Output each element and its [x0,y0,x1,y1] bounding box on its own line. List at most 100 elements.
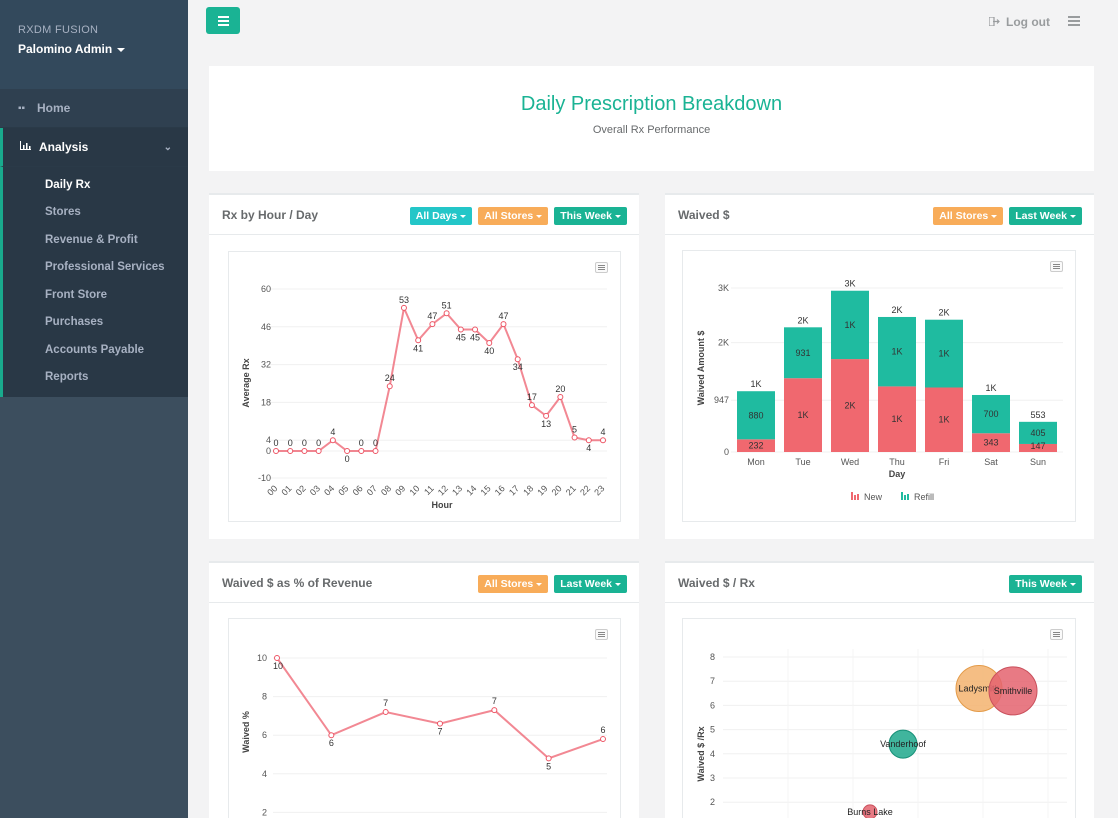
data-point [273,448,279,454]
widget-header: Waived $ as % of Revenue All Stores Last… [209,563,639,603]
sidebar-item-label: Home [37,101,71,115]
data-label: 7 [383,698,388,708]
caret-down-icon [460,214,467,218]
data-label: 4 [600,427,605,437]
bubble-label: Smithville [994,686,1033,696]
x-axis-title: Hour [432,500,453,510]
sidebar-item-revenue-profit[interactable]: Revenue & Profit [45,233,138,246]
total-label: 1K [750,379,761,389]
waived-pct-chart: 10 8 6 4 2 Waived % 10 6 7 7 7 5 6 [241,653,607,817]
data-point [287,448,294,454]
stores-filter[interactable]: All Stores [478,575,549,593]
chart-menu-button[interactable] [1050,261,1063,272]
stores-filter[interactable]: All Stores [478,207,549,225]
y-tick-label: 18 [261,397,271,407]
refill-value-label: 1K [938,349,949,359]
new-value-label: 1K [891,414,902,424]
chart-menu-button[interactable] [1050,629,1063,640]
data-label: 34 [513,362,523,372]
total-label: 553 [1030,410,1045,420]
x-tick-label: 12 [436,483,450,497]
stores-filter[interactable]: All Stores [933,207,1004,225]
chart-menu-button[interactable] [595,262,608,273]
period-filter[interactable]: Last Week [554,575,627,593]
total-label: 1K [985,383,996,393]
data-label: 4 [586,443,591,453]
data-label: 47 [498,311,508,321]
x-tick-label: Sun [1030,457,1046,467]
y-tick-label: -10 [258,473,271,483]
period-filter[interactable]: Last Week [1009,207,1082,225]
y-tick-label: 5 [710,725,715,735]
sidebar-item-front-store[interactable]: Front Store [45,288,107,301]
x-tick-label: 19 [535,483,549,497]
y-tick-label: 0 [724,447,729,457]
legend-swatch-new [851,492,853,500]
period-filter[interactable]: This Week [554,207,627,225]
data-point [443,310,450,317]
period-filter[interactable]: This Week [1009,575,1082,593]
waived-per-rx-widget: Waived $ / Rx This Week 8 7 6 5 4 3 2 Waived $ … [665,561,1094,818]
caret-down-icon [615,214,621,218]
data-label: 0 [359,438,364,448]
refill-value-label: 700 [983,409,998,419]
bubble-label: Vanderhoof [880,739,926,749]
widget-title: Waived $ as % of Revenue [222,576,373,590]
y-tick-label: 0 [266,446,271,456]
data-point [486,340,493,346]
sidebar-item-reports[interactable]: Reports [45,371,89,384]
legend-swatch-refill [907,494,909,500]
x-tick-label: 13 [450,483,464,497]
y-tick-label: 4 [266,435,271,445]
filter-group: This Week [1009,575,1082,593]
data-point [571,434,578,441]
sidebar-item-stores[interactable]: Stores [45,206,81,219]
y-tick-label: 46 [261,322,271,332]
bubble [862,804,878,818]
filter-label: All Stores [484,210,534,222]
data-label: 0 [345,454,350,464]
brand-name: RXDM FUSION [18,24,99,36]
filter-label: This Week [1015,578,1067,590]
x-tick-label: 11 [422,483,436,497]
x-tick-label: 22 [578,483,592,497]
sidebar-item-daily-rx[interactable]: Daily Rx [45,178,91,191]
total-label: 3K [844,279,855,289]
user-name: Palomino Admin [18,42,113,56]
data-label: 17 [527,392,537,402]
legend-swatch-new [854,495,856,500]
sidebar-item-analysis[interactable]: Analysis ⌄ [0,128,188,167]
user-menu[interactable]: Palomino Admin [18,42,170,56]
new-value-label: 343 [983,438,998,448]
data-label: 0 [373,438,378,448]
y-tick-label: 10 [257,653,267,663]
x-tick-label: 20 [550,483,564,497]
total-label: 2K [891,305,902,315]
bar-new [1019,443,1057,452]
data-label: 0 [288,438,293,448]
refill-value-label: 405 [1030,428,1045,438]
sidebar-item-home[interactable]: ▪▪ Home [0,89,188,128]
y-tick-label: 6 [262,730,267,740]
x-tick-label: Wed [841,457,859,467]
chart-container: 8 7 6 5 4 3 2 Waived $ /Rx Ladysmith Smithville Va… [682,618,1076,818]
filter-label: Last Week [560,578,612,590]
total-label: 2K [938,308,949,318]
data-point [585,437,592,444]
sidebar-item-professional-services[interactable]: Professional Services [45,261,165,274]
menu-toggle-button[interactable] [206,7,240,34]
sidebar-item-accounts-payable[interactable]: Accounts Payable [45,343,145,356]
data-point [500,321,507,328]
filter-label: All Stores [484,578,534,590]
days-filter[interactable]: All Days [409,207,473,225]
y-tick-label: 4 [262,769,267,779]
x-tick-label: 00 [265,483,279,497]
logout-link[interactable]: Log out [988,15,1050,29]
sidebar-item-purchases[interactable]: Purchases [45,316,104,329]
chart-menu-button[interactable] [595,629,608,640]
data-point [382,709,389,716]
data-label: 47 [427,311,437,321]
data-point [386,383,393,390]
data-label: 0 [273,438,278,448]
tasks-icon[interactable] [1068,16,1080,26]
